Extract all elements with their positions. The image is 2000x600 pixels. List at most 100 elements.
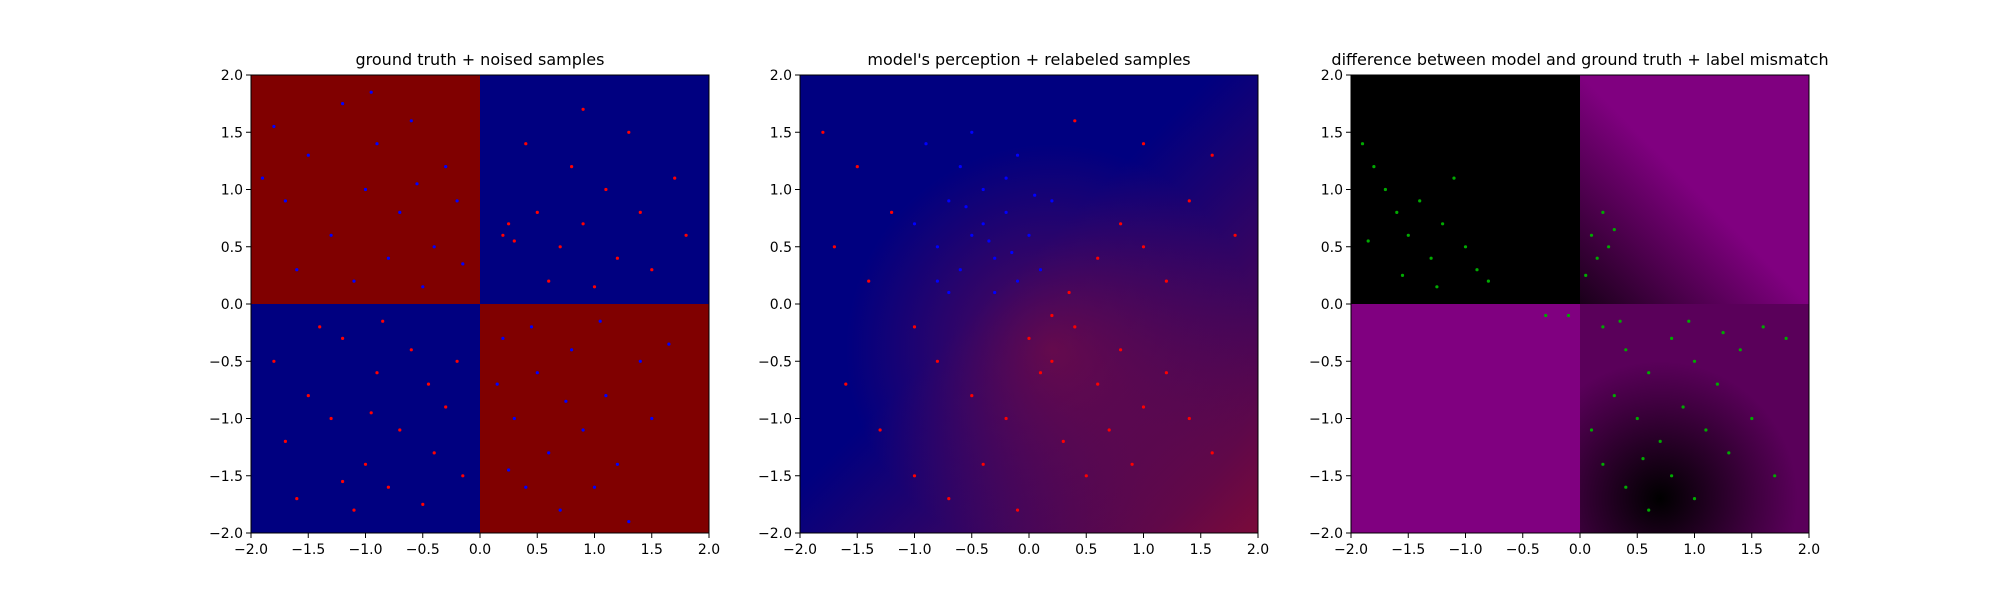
- data-point: [598, 319, 602, 323]
- y-tick-label: 0.0: [221, 297, 243, 313]
- y-axis-ticks: 2.0 1.5 1.0 0.5 0.0 −0.5 −1.0 −1.5 −2.0: [758, 68, 800, 542]
- data-point: [444, 405, 448, 409]
- data-point: [306, 153, 310, 157]
- data-point: [455, 359, 459, 363]
- data-point: [615, 256, 619, 260]
- data-point: [1400, 273, 1405, 277]
- data-point: [421, 285, 425, 289]
- data-point: [1612, 228, 1616, 232]
- data-point: [958, 165, 962, 169]
- data-point: [461, 262, 465, 266]
- data-point: [638, 359, 642, 363]
- data-point: [878, 428, 882, 432]
- data-point: [581, 428, 585, 432]
- panel-title: difference between model and ground trut…: [1331, 50, 1828, 69]
- data-point: [993, 256, 997, 260]
- data-point: [1658, 439, 1662, 443]
- data-point: [947, 199, 951, 203]
- data-point: [558, 245, 562, 249]
- data-point: [398, 428, 402, 432]
- data-point: [1383, 187, 1387, 192]
- data-point: [272, 124, 276, 129]
- data-point: [1727, 451, 1731, 455]
- data-point: [1595, 256, 1599, 260]
- y-tick-label: 0.5: [770, 240, 792, 256]
- y-tick-label: −1.0: [1309, 412, 1343, 428]
- data-point: [1004, 416, 1008, 421]
- data-point: [1187, 416, 1191, 421]
- y-tick-label: −1.0: [209, 412, 243, 428]
- data-point: [547, 279, 551, 283]
- data-point: [912, 474, 917, 478]
- quadrant-bottom-right: [480, 304, 709, 533]
- x-tick-label: 0.0: [469, 542, 491, 558]
- data-point: [1647, 371, 1651, 375]
- data-point: [993, 290, 997, 295]
- data-point: [1418, 199, 1422, 203]
- x-tick-label: −0.5: [1506, 542, 1540, 558]
- data-point: [1452, 176, 1456, 180]
- data-point: [638, 210, 642, 214]
- data-point: [1141, 405, 1146, 409]
- data-point: [535, 371, 539, 375]
- y-axis-ticks: 2.0 1.5 1.0 0.5 0.0 −0.5 −1.0 −1.5 −2.0: [209, 68, 251, 542]
- data-point: [981, 222, 985, 226]
- x-tick-label: 2.0: [698, 542, 720, 558]
- x-tick-label: −0.5: [406, 542, 440, 558]
- data-point: [958, 268, 962, 272]
- data-point: [1429, 256, 1433, 260]
- y-tick-label: −0.5: [209, 354, 243, 370]
- panel-model-perception: model's perception + relabeled samples −…: [758, 50, 1269, 558]
- data-point: [341, 336, 345, 340]
- data-point: [352, 279, 356, 283]
- data-point: [501, 336, 505, 340]
- x-tick-label: −1.5: [1391, 542, 1425, 558]
- data-point: [947, 497, 951, 501]
- data-point: [1601, 210, 1605, 214]
- x-tick-label: 0.5: [1075, 542, 1097, 558]
- data-point: [935, 359, 939, 363]
- x-tick-label: 0.0: [1569, 542, 1591, 558]
- data-point: [1704, 428, 1708, 432]
- data-point: [352, 508, 356, 512]
- data-point: [935, 245, 939, 249]
- data-point: [987, 239, 991, 243]
- data-point: [1038, 268, 1043, 272]
- data-point: [455, 199, 459, 203]
- data-point: [1210, 451, 1214, 455]
- data-point: [1004, 176, 1008, 180]
- data-point: [409, 119, 413, 123]
- data-point: [1624, 348, 1628, 352]
- data-point: [650, 416, 654, 421]
- data-point: [570, 348, 574, 352]
- y-tick-label: 2.0: [1321, 68, 1343, 84]
- data-point: [844, 382, 848, 386]
- data-point: [1601, 462, 1605, 466]
- data-point: [1584, 273, 1588, 277]
- diff-quadrant-bottom-right: [1580, 304, 1809, 533]
- y-tick-label: −1.5: [1309, 469, 1343, 485]
- data-point: [1475, 268, 1479, 272]
- data-point: [501, 233, 505, 237]
- y-tick-label: −1.5: [209, 469, 243, 485]
- data-point: [570, 165, 574, 169]
- data-point: [1589, 233, 1594, 237]
- scatter-points: [260, 90, 688, 524]
- data-point: [421, 502, 425, 506]
- y-tick-label: 1.0: [1321, 183, 1343, 199]
- y-axis-ticks: 2.0 1.5 1.0 0.5 0.0 −0.5 −1.0 −1.5 −2.0: [1309, 68, 1351, 542]
- data-point: [1233, 233, 1237, 237]
- data-point: [558, 508, 562, 512]
- y-tick-label: 0.0: [1321, 297, 1343, 313]
- data-point: [1073, 325, 1077, 329]
- diff-quadrant-bottom-left: [1351, 304, 1580, 533]
- scatter-points: [821, 119, 1237, 512]
- data-point: [1050, 313, 1054, 318]
- quadrant-bottom-left: [251, 304, 480, 533]
- data-point: [1589, 428, 1594, 432]
- y-tick-label: 1.0: [221, 183, 243, 199]
- data-point: [535, 210, 539, 214]
- data-point: [512, 239, 516, 243]
- data-point: [821, 130, 825, 134]
- data-point: [964, 205, 968, 209]
